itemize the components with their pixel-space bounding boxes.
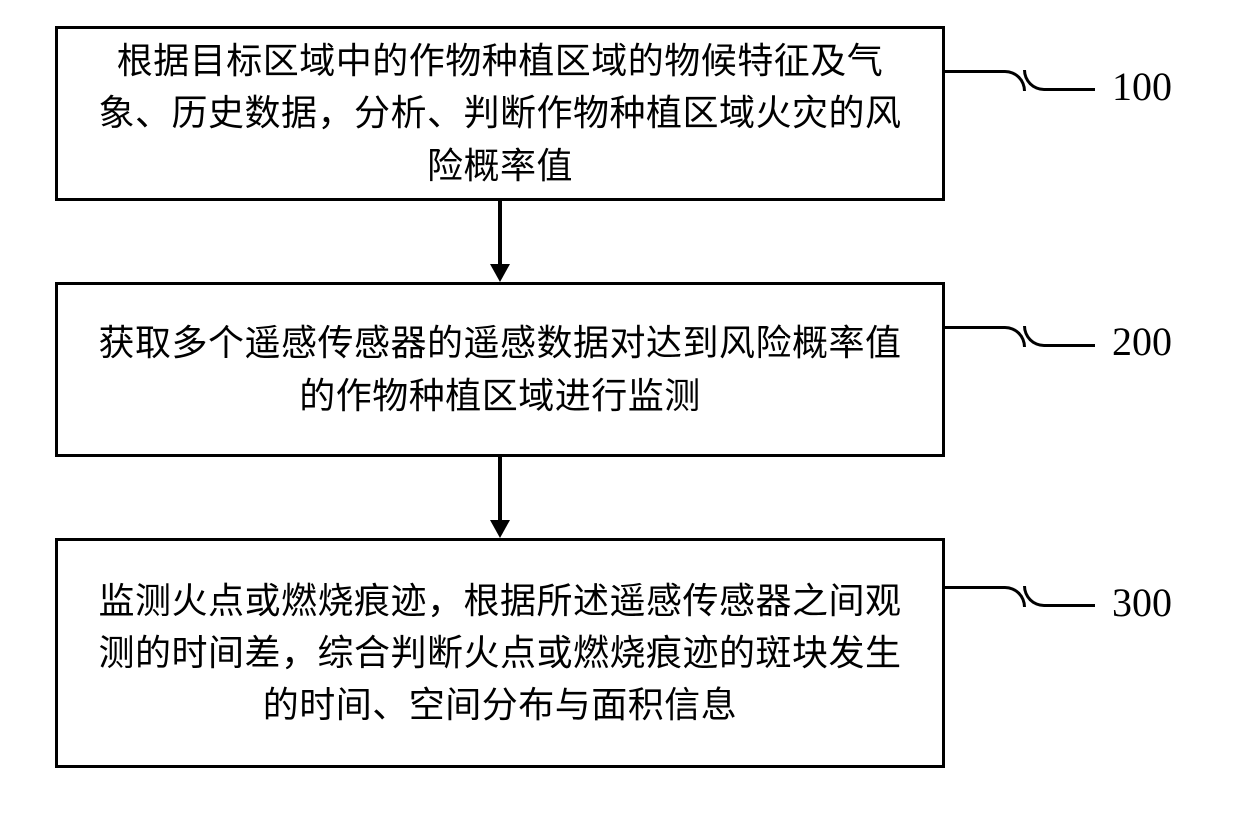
arrow-1-head xyxy=(490,264,510,282)
connector-200-curve-up xyxy=(1023,326,1095,347)
connector-300-curve-down xyxy=(998,586,1026,607)
flow-step-300-text: 监测火点或燃烧痕迹，根据所述遥感传感器之间观测的时间差，综合判断火点或燃烧痕迹的… xyxy=(88,575,912,732)
arrow-1-shaft xyxy=(498,201,502,264)
flow-step-100: 根据目标区域中的作物种植区域的物候特征及气象、历史数据，分析、判断作物种植区域火… xyxy=(55,26,945,201)
connector-300-horiz xyxy=(945,586,1000,589)
connector-100-curve-up xyxy=(1023,70,1095,91)
arrow-2-shaft xyxy=(498,457,502,520)
arrow-2-head xyxy=(490,520,510,538)
label-300: 300 xyxy=(1112,579,1172,626)
connector-300-curve-up xyxy=(1023,586,1095,607)
connector-100-curve-down xyxy=(998,70,1026,91)
flow-step-200: 获取多个遥感传感器的遥感数据对达到风险概率值的作物种植区域进行监测 xyxy=(55,282,945,457)
flow-step-200-text: 获取多个遥感传感器的遥感数据对达到风险概率值的作物种植区域进行监测 xyxy=(88,317,912,421)
flow-step-300: 监测火点或燃烧痕迹，根据所述遥感传感器之间观测的时间差，综合判断火点或燃烧痕迹的… xyxy=(55,538,945,768)
connector-200-horiz xyxy=(945,326,1000,329)
flow-step-100-text: 根据目标区域中的作物种植区域的物候特征及气象、历史数据，分析、判断作物种植区域火… xyxy=(88,35,912,192)
label-200: 200 xyxy=(1112,318,1172,365)
label-100: 100 xyxy=(1112,63,1172,110)
connector-100-horiz xyxy=(945,70,1000,73)
connector-200-curve-down xyxy=(998,326,1026,347)
